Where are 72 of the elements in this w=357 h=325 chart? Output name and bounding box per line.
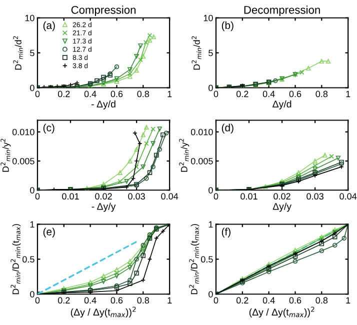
x-tick-label: 1: [346, 297, 350, 304]
x-tick-label: 0: [35, 193, 40, 200]
y-tick-label: 0.5: [201, 256, 213, 263]
x-axis-title: (Δy / Δy(t$_{max}$))$^{2}$: [249, 306, 314, 318]
text: D$^{2}$$_{min}$/D$^{2}$$_{min}$(t$_{max}$): [189, 224, 200, 294]
annotation: (e): [43, 228, 55, 238]
x-axis-title: - Δy/y: [92, 202, 116, 212]
y-tick-label: 0.010: [12, 128, 34, 136]
x-tick-label: 0.8: [316, 90, 328, 98]
y-tick-label: 5: [30, 50, 34, 56]
y-tick-label: 5: [208, 50, 213, 56]
x-tick-label: 0.01: [240, 193, 258, 200]
x-tick-label: 0.01: [62, 193, 79, 200]
x-tick-label: 0.2: [58, 297, 70, 304]
x-tick-label: 0: [214, 297, 218, 304]
y-tick-label: 0: [208, 187, 213, 194]
y-tick-label: 0.010: [190, 128, 213, 136]
x-tick-label: 0.2: [236, 90, 248, 98]
x-axis-title: Δy/d: [272, 100, 292, 110]
x-tick-label: 0.4: [84, 90, 96, 98]
x-tick-label: 0.2: [58, 90, 70, 98]
x-tick-label: 0: [214, 193, 218, 200]
y-axis-title: D$^{2}$$_{min}$/d$^{2}$: [192, 36, 202, 70]
chart-title: Compression: [71, 6, 136, 16]
y-tick-label: 10: [25, 14, 34, 22]
annotation: (b): [222, 21, 234, 32]
x-axis-title: - Δy/d: [92, 100, 116, 110]
y-axis-title: D$^{2}$$_{min}$/d$^{2}$: [13, 36, 23, 70]
y-tick-label: 0: [30, 291, 34, 298]
annotation: (f): [222, 228, 230, 238]
y-tick-label: 0: [208, 291, 213, 298]
text: D$^{2}$$_{min}$/D$^{2}$$_{min}$(t$_{max}$): [10, 224, 21, 294]
y-tick-label: 0: [208, 84, 213, 92]
y-axis-title: D$^{2}$$_{min}$/y$^{2}$: [0, 138, 11, 172]
x-tick-label: 0.6: [289, 90, 302, 98]
x-tick-label: 0: [35, 90, 40, 98]
x-tick-label: 0.02: [274, 193, 290, 200]
x-tick-label: 0.04: [340, 193, 357, 200]
x-tick-label: 1: [168, 297, 172, 304]
y-tick-label: 1: [208, 221, 213, 228]
chart-title: Decompression: [244, 6, 320, 16]
y-tick-label: 10: [204, 14, 213, 22]
x-tick-label: 0.4: [262, 297, 275, 304]
x-tick-label: 1: [168, 90, 172, 98]
y-tick-label: 1: [30, 221, 34, 228]
x-tick-label: 1: [346, 90, 350, 98]
x-axis-title: Δy/y: [272, 202, 292, 212]
x-tick-label: 0.2: [236, 297, 248, 304]
x-tick-label: 0.4: [84, 297, 96, 304]
annotation: (d): [222, 124, 234, 134]
x-tick-label: 0.6: [110, 297, 123, 304]
y-tick-label: 0: [30, 187, 34, 194]
x-tick-label: 0.8: [137, 90, 150, 98]
y-tick-label: 0.005: [12, 158, 34, 164]
x-axis-title: (Δy / Δy(t$_{max}$))$^{2}$: [70, 306, 136, 318]
y-axis-title: D$^{2}$$_{min}$/y$^{2}$: [179, 138, 190, 172]
x-tick-label: 0: [214, 90, 218, 98]
x-tick-label: 0.04: [161, 193, 178, 200]
x-tick-label: 0.03: [306, 193, 324, 200]
x-tick-label: 0.8: [316, 297, 328, 304]
annotation: (a): [43, 21, 55, 32]
y-tick-label: 0: [30, 84, 34, 92]
y-tick-label: 0.5: [22, 256, 34, 263]
x-tick-label: 0.6: [289, 297, 302, 304]
x-tick-label: 0.6: [110, 90, 123, 98]
x-tick-label: 0.8: [137, 297, 150, 304]
x-tick-label: 0.4: [262, 90, 275, 98]
x-tick-label: 0.02: [95, 193, 112, 200]
annotation: (c): [43, 124, 54, 134]
x-tick-label: 0.03: [128, 193, 145, 200]
x-tick-label: 0: [35, 297, 40, 304]
y-tick-label: 0.005: [190, 158, 213, 164]
